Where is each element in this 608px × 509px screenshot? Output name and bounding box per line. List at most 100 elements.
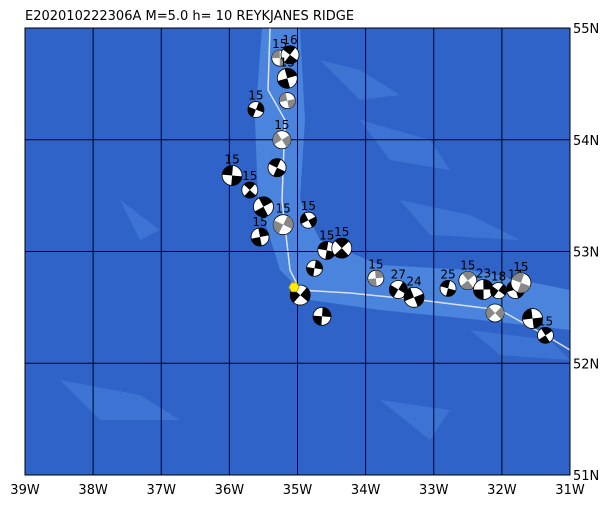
depth-label: 15 [276,202,291,216]
lon-label: 35W [283,483,313,498]
compression-quadrant [541,327,553,336]
focal-mechanism [247,101,265,118]
compression-quadrant [522,308,533,320]
depth-label: 25 [440,267,455,281]
compression-quadrant [283,215,294,230]
lat-label: 53N [573,246,599,261]
compression-quadrant [284,54,298,64]
depth-label: 18 [491,270,506,284]
focal-mechanism [272,214,294,236]
compression-quadrant [490,285,499,298]
focal-mechanism [458,271,478,290]
focal-mechanism [317,240,337,260]
compression-quadrant [460,280,474,290]
compression-quadrant [306,267,315,277]
compression-quadrant [389,284,399,298]
compression-quadrant [308,216,317,228]
lat-label: 55N [573,22,599,37]
compression-quadrant [281,134,291,148]
compression-quadrant [282,45,296,55]
compression-quadrant [440,280,451,289]
compression-quadrant [300,287,311,302]
depth-label: 15 [319,228,334,242]
compression-quadrant [462,271,475,281]
compression-quadrant [445,288,456,297]
lon-label: 36W [215,483,245,498]
lat-label: 54N [573,134,599,149]
focal-mechanism [473,279,494,300]
focal-mechanism [221,165,243,186]
lon-label: 34W [351,483,381,498]
depth-label: 15 [242,169,257,183]
depth-label: 15 [272,37,287,51]
focal-mechanism [312,306,332,326]
map-frame [24,27,571,476]
compression-quadrant [375,270,384,279]
compression-quadrant [231,175,243,186]
compression-quadrant [313,315,323,326]
compression-quadrant [272,132,282,145]
compression-quadrant [532,317,543,329]
depth-label: 16 [282,33,297,47]
focal-mechanism [241,181,259,199]
depth-label: 15 [280,55,295,69]
compression-quadrant [334,238,350,249]
depth-label: 15 [274,118,289,132]
compression-quadrant [279,92,288,103]
lon-label: 33W [419,483,449,498]
focal-mechanism [306,259,323,277]
compression-quadrant [258,196,273,207]
compression-quadrant [322,307,332,317]
focal-mechanism [299,211,317,229]
compression-quadrant [511,272,525,283]
depth-label: 15 [368,257,383,271]
focal-mechanism [280,45,300,65]
focal-mechanism [250,227,270,247]
compression-quadrant [247,106,256,118]
depth-label: 15 [460,259,475,273]
depth-label: 15 [248,89,263,103]
compression-quadrant [495,306,505,320]
lon-label: 38W [78,483,108,498]
map-title: E202010222306A M=5.0 h= 10 REYKJANES RID… [25,9,354,24]
focal-mechanism [485,303,505,323]
focal-mechanism [267,158,287,178]
compression-quadrant [222,165,233,176]
compression-quadrant [300,213,309,224]
compression-quadrant [255,102,264,113]
epicenter-marker [288,282,300,293]
lat-label: 51N [573,469,599,484]
lat-label: 52N [573,357,599,372]
compression-quadrant [403,288,414,302]
lon-label: 31W [555,483,585,498]
compression-quadrant [277,78,291,89]
compression-quadrant [254,206,269,217]
depth-label: 23 [476,266,491,280]
compression-quadrant [243,182,256,191]
lon-label: 32W [487,483,517,498]
compression-quadrant [413,293,424,307]
focal-mechanism [522,308,543,329]
seafloor-patch [60,60,570,440]
depth-label: 15 [301,199,316,213]
depth-label: 15 [334,225,349,239]
focal-mechanism [537,326,554,344]
compression-quadrant [538,335,550,344]
focal-mechanism [331,237,353,259]
compression-quadrant [273,167,286,177]
focal-mechanism [367,269,385,287]
compression-quadrant [398,281,408,295]
compression-quadrant [273,220,284,234]
focal-mechanism [439,279,457,297]
depth-label: 15 [224,153,239,167]
focal-mechanism [271,49,289,67]
focal-mechanism [403,286,425,308]
compression-quadrant [251,236,262,246]
lon-label: 37W [147,483,177,498]
compression-quadrant [486,306,496,320]
compression-quadrant [367,278,377,287]
compression-quadrant [334,248,349,259]
focal-mechanism [510,272,532,294]
compression-quadrant [314,260,323,270]
compression-quadrant [258,227,269,237]
